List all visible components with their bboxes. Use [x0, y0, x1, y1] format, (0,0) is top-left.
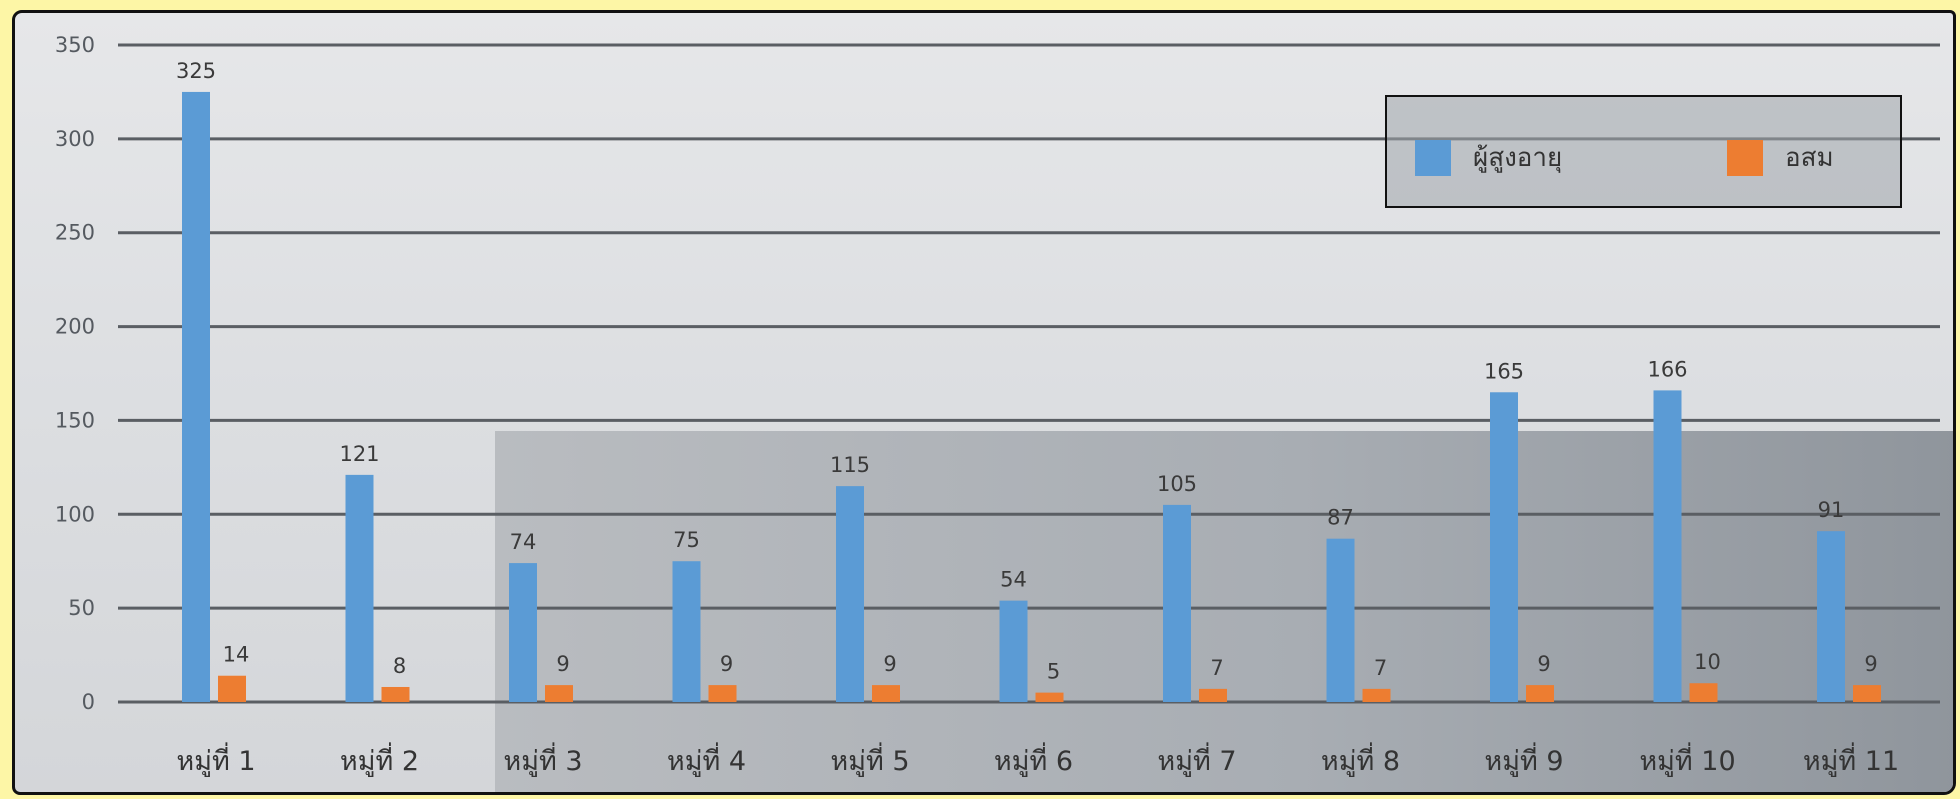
value-label-series1-2: 121	[339, 442, 379, 466]
legend-item-series-2: อสม	[1727, 137, 1834, 178]
bar-series2-8	[1362, 688, 1391, 702]
y-tick-label-100: 100	[55, 502, 95, 526]
value-label-series1-5: 115	[830, 453, 870, 477]
value-label-series1-6: 54	[1000, 568, 1027, 592]
legend-item-series-1: ผู้สูงอายุ	[1415, 137, 1562, 178]
value-label-series2-11: 9	[1864, 652, 1877, 676]
value-label-series2-8: 7	[1374, 656, 1387, 680]
value-label-series2-1: 14	[223, 643, 250, 667]
bar-series1-6	[999, 600, 1028, 702]
value-label-series1-4: 75	[673, 528, 700, 552]
x-category-label-8: หมู่ที่ 8	[1321, 742, 1400, 777]
gridlines	[118, 43, 1940, 704]
bar-series1-4	[672, 561, 701, 702]
x-category-label-10: หมู่ที่ 10	[1639, 742, 1735, 777]
x-category-label-11: หมู่ที่ 11	[1803, 742, 1899, 777]
value-label-series1-7: 105	[1157, 472, 1197, 496]
x-category-label-7: หมู่ที่ 7	[1157, 742, 1236, 777]
bar-series2-10	[1689, 683, 1718, 702]
value-labels: 325 14 121 8 74 9 75 9 115 9 54 5 105 7 87 7 165 9 166 10 91…	[176, 59, 1878, 684]
bar-series2-7	[1199, 688, 1227, 702]
y-tick-label-200: 200	[55, 315, 95, 339]
value-label-series2-7: 7	[1210, 656, 1223, 680]
bar-series1-2	[345, 474, 374, 702]
x-axis-categories: หมู่ที่ 1 หมู่ที่ 2 หมู่ที่ 3 หมู่ที่ 4 หมู่…	[176, 742, 1899, 777]
x-category-label-9: หมู่ที่ 9	[1484, 742, 1563, 777]
value-label-series2-3: 9	[556, 652, 569, 676]
y-tick-label-0: 0	[82, 690, 95, 714]
x-category-label-1: หมู่ที่ 1	[176, 742, 255, 777]
bar-series2-11	[1853, 685, 1881, 702]
y-tick-label-350: 350	[55, 33, 95, 57]
y-axis-ticks: 0 50 100 150 200 250 300 350	[55, 33, 95, 714]
value-label-series2-5: 9	[883, 652, 896, 676]
legend-swatch-series-2	[1727, 139, 1763, 176]
y-tick-label-300: 300	[55, 127, 95, 151]
legend-swatch-series-1	[1415, 139, 1451, 176]
value-label-series2-2: 8	[393, 654, 406, 678]
x-category-label-6: หมู่ที่ 6	[994, 742, 1073, 777]
bar-series2-4	[708, 685, 737, 702]
x-category-label-5: หมู่ที่ 5	[830, 742, 909, 777]
bar-series1-9	[1490, 392, 1518, 702]
value-label-series1-3: 74	[510, 530, 537, 554]
value-label-series1-10: 166	[1647, 357, 1687, 381]
value-label-series1-8: 87	[1327, 506, 1354, 530]
value-label-series1-11: 91	[1818, 498, 1845, 522]
background-shade	[495, 431, 1953, 792]
bar-series1-8	[1326, 538, 1355, 702]
x-category-label-4: หมู่ที่ 4	[667, 742, 746, 777]
bar-series2-5	[872, 685, 900, 702]
value-label-series2-4: 9	[720, 652, 733, 676]
bar-series2-3	[545, 685, 573, 702]
bars	[182, 91, 1881, 702]
y-tick-label-150: 150	[55, 408, 95, 432]
bar-series1-1	[182, 91, 210, 702]
bar-series2-1	[218, 675, 246, 702]
bar-series2-2	[381, 686, 410, 702]
bar-series1-11	[1817, 531, 1845, 702]
x-category-label-2: หมู่ที่ 2	[340, 742, 419, 777]
bar-series1-10	[1653, 390, 1682, 702]
value-label-series2-6: 5	[1047, 660, 1060, 684]
x-category-label-3: หมู่ที่ 3	[503, 742, 582, 777]
legend-label-series-2: อสม	[1785, 143, 1834, 173]
y-tick-label-250: 250	[55, 221, 95, 245]
bar-series1-5	[836, 486, 864, 702]
value-label-series1-1: 325	[176, 59, 216, 83]
value-label-series2-9: 9	[1537, 652, 1550, 676]
bar-series2-6	[1035, 692, 1064, 702]
legend-label-series-1: ผู้สูงอายุ	[1473, 143, 1563, 173]
value-label-series2-10: 10	[1694, 650, 1721, 674]
y-tick-label-50: 50	[68, 596, 95, 620]
bar-series2-9	[1526, 685, 1554, 702]
bar-series1-3	[509, 563, 537, 702]
bar-series1-7	[1163, 504, 1191, 702]
value-label-series1-9: 165	[1484, 359, 1524, 383]
chart-legend: ผู้สูงอายุ อสม	[1385, 95, 1902, 208]
